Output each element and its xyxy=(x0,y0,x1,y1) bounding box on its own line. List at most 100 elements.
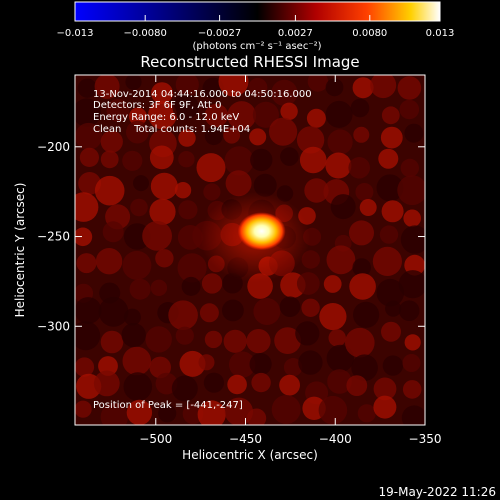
heatmap-blob xyxy=(248,77,268,98)
heatmap-blob xyxy=(348,157,371,179)
heatmap-blob xyxy=(123,308,141,326)
x-tick-label: −500 xyxy=(139,432,172,446)
heatmap-blob xyxy=(198,354,215,371)
heatmap-blob xyxy=(327,129,353,155)
heatmap-blob xyxy=(75,122,103,150)
heatmap-blob xyxy=(133,175,149,192)
heatmap-blob xyxy=(307,75,329,92)
heatmap-blob xyxy=(304,178,329,203)
heatmap-blob xyxy=(349,273,376,300)
heatmap-blob xyxy=(271,79,298,106)
heatmap-blob xyxy=(397,175,425,206)
heatmap-blob xyxy=(77,78,98,98)
x-tick-label: −350 xyxy=(409,432,442,446)
heatmap-blob xyxy=(353,126,370,143)
heatmap-blob xyxy=(385,300,402,317)
heatmap-blob xyxy=(323,275,342,293)
heatmap-blob xyxy=(100,330,124,354)
heatmap-blob xyxy=(379,225,399,244)
annotation-energy: Energy Range: 6.0 - 12.0 keV xyxy=(93,112,239,123)
heatmap-blob xyxy=(100,130,123,153)
heatmap-blob xyxy=(296,272,320,295)
heatmap-blob xyxy=(298,350,323,375)
heatmap-blob xyxy=(404,334,421,351)
heatmap-blob xyxy=(280,147,299,166)
heatmap-blob xyxy=(252,101,279,128)
heatmap-blob xyxy=(122,250,152,280)
heatmap-blob xyxy=(172,93,199,121)
heatmap-blob xyxy=(346,375,368,396)
annotation-clean: Clean Total counts: 1.94E+04 xyxy=(93,124,250,135)
heatmap-blob xyxy=(330,194,356,220)
heatmap-blob xyxy=(381,321,401,342)
heatmap-blob xyxy=(326,245,356,275)
heatmap-blob xyxy=(158,404,177,423)
heatmap-blob xyxy=(196,153,226,183)
heatmap-blob xyxy=(301,298,320,317)
heatmap-blob xyxy=(151,82,173,104)
heatmap-blob xyxy=(75,297,102,324)
heatmap-blob xyxy=(327,369,352,394)
heatmap-blob xyxy=(325,78,344,97)
heatmap-blob xyxy=(318,395,348,425)
heatmap-blob xyxy=(76,253,97,274)
heatmap-blob xyxy=(130,198,148,217)
x-tick-label: −400 xyxy=(319,432,352,446)
heatmap-blob xyxy=(223,329,247,353)
heatmap-blob xyxy=(280,102,298,121)
peak-position-label: Position of Peak = [-441,-247] xyxy=(93,400,243,411)
heatmap-blob xyxy=(253,298,281,325)
heatmap-blob xyxy=(370,75,397,99)
heatmap-blob xyxy=(319,303,347,331)
heatmap-blob xyxy=(350,98,370,118)
heatmap-blob xyxy=(75,98,101,127)
heatmap-blob xyxy=(325,100,353,128)
heatmap-blob xyxy=(325,152,352,179)
heatmap-blob xyxy=(149,198,176,225)
heatmap-blob xyxy=(155,249,174,268)
heatmap-blob xyxy=(100,403,129,425)
heatmap-blob xyxy=(378,148,399,169)
heatmap-blob xyxy=(400,225,425,254)
heatmap-blob xyxy=(249,353,272,376)
heatmap-blob xyxy=(75,192,99,222)
heatmap-blob xyxy=(199,303,219,323)
heatmap-blob xyxy=(102,221,124,243)
heatmap-blob xyxy=(376,174,404,202)
heatmap-blob xyxy=(150,172,178,200)
heatmap-blob xyxy=(404,254,425,276)
colorbar-tick-label: 0.0080 xyxy=(352,28,387,39)
x-tick-label: −450 xyxy=(229,432,262,446)
colorbar xyxy=(74,1,441,22)
heatmap-blob xyxy=(95,248,123,275)
colorbar-tick-label: −0.0080 xyxy=(124,28,167,39)
annotation-time: 13-Nov-2014 04:44:16.000 to 04:50:16.000 xyxy=(93,89,312,100)
heatmap-blob xyxy=(227,374,247,395)
heatmap-blob xyxy=(94,175,125,206)
heatmap-blob xyxy=(401,405,425,425)
y-tick-label: −200 xyxy=(37,140,70,154)
heatmap-blob xyxy=(326,344,354,373)
heatmap-blob xyxy=(150,279,168,296)
heatmap-blob xyxy=(249,128,267,146)
heatmap-blob xyxy=(398,300,420,322)
heatmap-blob xyxy=(75,357,95,377)
heatmap-blob xyxy=(75,400,92,418)
heatmap-blob xyxy=(182,403,204,425)
heatmap-blob xyxy=(279,296,301,318)
heatmap-blob xyxy=(75,227,93,247)
heatmap-blob xyxy=(149,145,174,170)
heatmap-blob xyxy=(179,350,206,377)
heatmap-blob xyxy=(295,321,320,346)
chart-title: Reconstructed RHESSI Image xyxy=(140,53,359,71)
heatmap-blob xyxy=(271,395,301,424)
heatmap-blob xyxy=(229,351,256,378)
heatmap-blob xyxy=(351,354,378,382)
heatmap-blob xyxy=(400,158,419,178)
heatmap-blob xyxy=(222,299,244,322)
heatmap-blob xyxy=(201,273,223,294)
heatmap-blob xyxy=(246,408,267,425)
colorbar-tick-label: −0.013 xyxy=(56,28,93,39)
heatmap-blob xyxy=(75,321,101,351)
